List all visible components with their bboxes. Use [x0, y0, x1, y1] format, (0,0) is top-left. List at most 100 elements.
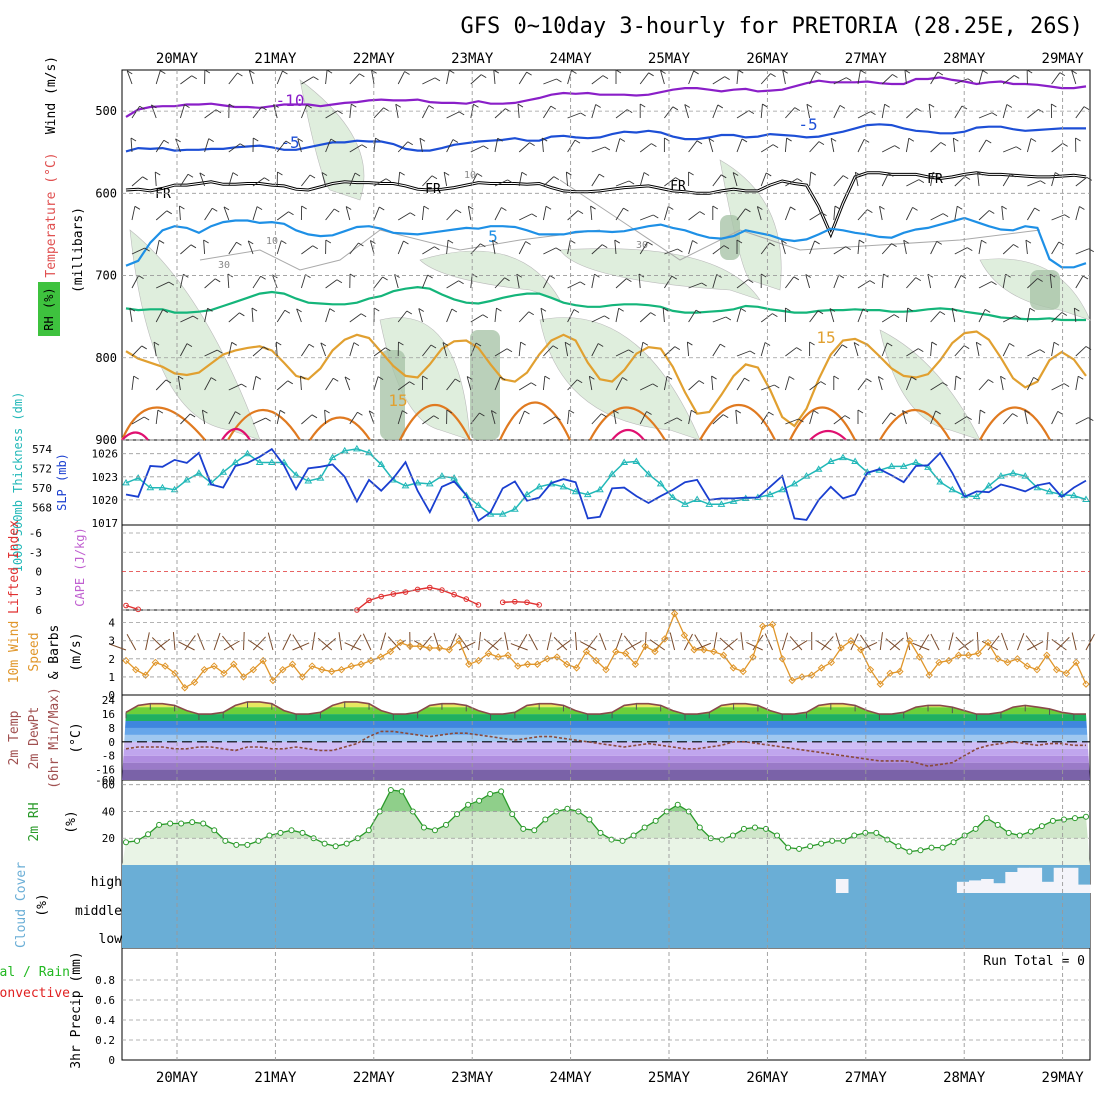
- wind-barb: [344, 376, 351, 391]
- wind-barb: [857, 308, 864, 323]
- wind-barb: [397, 71, 405, 85]
- wind-barb: [760, 73, 771, 85]
- wind-barb: [518, 342, 522, 357]
- wind-barb-flag: [963, 345, 970, 349]
- wind-barb-flag: [385, 347, 391, 352]
- thickness-marker: [778, 485, 787, 493]
- wind-barb-flag: [1061, 312, 1068, 316]
- wind-speed-marker: [337, 665, 346, 674]
- thickness-marker: [170, 485, 179, 493]
- wind-barb: [325, 110, 338, 119]
- wind-barb: [809, 381, 822, 391]
- wind-barb: [615, 377, 623, 391]
- rh-marker: [509, 811, 516, 818]
- wind-barb-flag: [614, 239, 621, 244]
- tick-label-cloud: low: [99, 932, 123, 947]
- wind-barb: [905, 376, 912, 391]
- date-label-top: 25MAY: [648, 51, 691, 67]
- thickness-marker: [377, 460, 386, 467]
- wind-barb-flag: [241, 383, 247, 388]
- thickness-marker: [438, 472, 446, 479]
- wind-barb-flag: [184, 104, 190, 108]
- wind-speed-marker: [122, 656, 130, 665]
- rh-marker: [255, 837, 262, 844]
- wind-speed-marker: [514, 662, 522, 670]
- temp-band: [122, 769, 1090, 780]
- wind-barb: [155, 240, 160, 255]
- wind-barb-10m: [321, 638, 337, 651]
- rh-marker: [233, 841, 240, 848]
- thickness-marker: [474, 501, 483, 508]
- wind-barb-flag: [732, 172, 739, 176]
- rh-marker: [884, 836, 891, 843]
- wind-barb-flag: [937, 71, 944, 76]
- wind-barb-flag: [932, 171, 939, 176]
- wind-barb-10m: [791, 640, 808, 651]
- rh-contour: [559, 179, 1041, 261]
- wind-barb: [179, 274, 184, 289]
- li-marker: [451, 591, 457, 598]
- wind-barb-flag: [251, 307, 258, 312]
- wind-barb: [881, 314, 895, 323]
- wind-speed-marker: [210, 662, 218, 670]
- wind-barb: [615, 180, 630, 187]
- rh-marker: [222, 837, 229, 844]
- li-line: [125, 586, 540, 611]
- thickness-marker: [535, 482, 544, 490]
- rh-marker: [586, 816, 593, 823]
- thickness-marker: [826, 457, 835, 465]
- wind-barb: [251, 308, 254, 323]
- wind-barb-flag: [1054, 172, 1061, 176]
- wind-barb-flag: [263, 346, 269, 351]
- wind-barb: [639, 72, 649, 85]
- wind-barb: [227, 274, 230, 289]
- wind-barb: [349, 172, 356, 187]
- legend-temperature: Temperature (°C): [44, 152, 59, 277]
- wind-barb-flag: [867, 209, 873, 213]
- wind-barb: [785, 107, 796, 119]
- wind-barb: [1075, 346, 1087, 357]
- wind-barb: [422, 246, 435, 255]
- wind-barb-flag: [228, 103, 235, 108]
- wind-barb: [494, 138, 499, 153]
- wind-barb-flag: [361, 144, 368, 149]
- tick-label-slp: 1020: [92, 494, 119, 507]
- wind-barb: [906, 277, 917, 289]
- wind-barb-flag: [604, 146, 611, 151]
- wind-barb: [543, 78, 557, 85]
- rh-marker: [718, 836, 725, 843]
- wind-barb-flag: [491, 410, 497, 414]
- isotherm-20: [699, 403, 776, 441]
- wind-barb-flag: [1059, 72, 1066, 77]
- wind-barb: [686, 342, 690, 357]
- wind-speed-marker: [621, 649, 630, 658]
- wind-barb-10m: [1001, 632, 1009, 651]
- temp-line: [125, 701, 1086, 715]
- wind-barb: [905, 138, 910, 153]
- rh-marker: [928, 844, 935, 851]
- wind-barb-flag: [482, 314, 489, 319]
- wind-barb: [978, 410, 981, 425]
- wind-barb-flag: [501, 207, 507, 211]
- thickness-marker: [790, 479, 799, 487]
- wind-speed-marker: [994, 655, 1002, 663]
- wind-barb: [565, 172, 569, 187]
- wind-barb-flag: [1039, 349, 1046, 354]
- wind-barb: [809, 240, 816, 255]
- thickness-marker: [243, 449, 252, 457]
- wind-barb-flag: [370, 240, 376, 244]
- wind-barb-flag: [589, 375, 595, 380]
- isotherm-line: [125, 76, 1087, 118]
- wind-barb-flag: [613, 409, 619, 414]
- date-label-bottom: 20MAY: [156, 1070, 199, 1086]
- wind-barb-flag: [1083, 106, 1090, 111]
- thickness-marker: [693, 495, 702, 502]
- wind-barb: [881, 74, 893, 85]
- thickness-marker: [596, 485, 604, 493]
- thickness-marker: [632, 457, 641, 465]
- rh-marker: [674, 801, 681, 808]
- ylabel-slp: SLP (mb): [55, 453, 69, 511]
- wind-barb: [978, 240, 982, 255]
- cloud-panel: [122, 865, 1091, 948]
- wind-barb-flag: [175, 138, 181, 143]
